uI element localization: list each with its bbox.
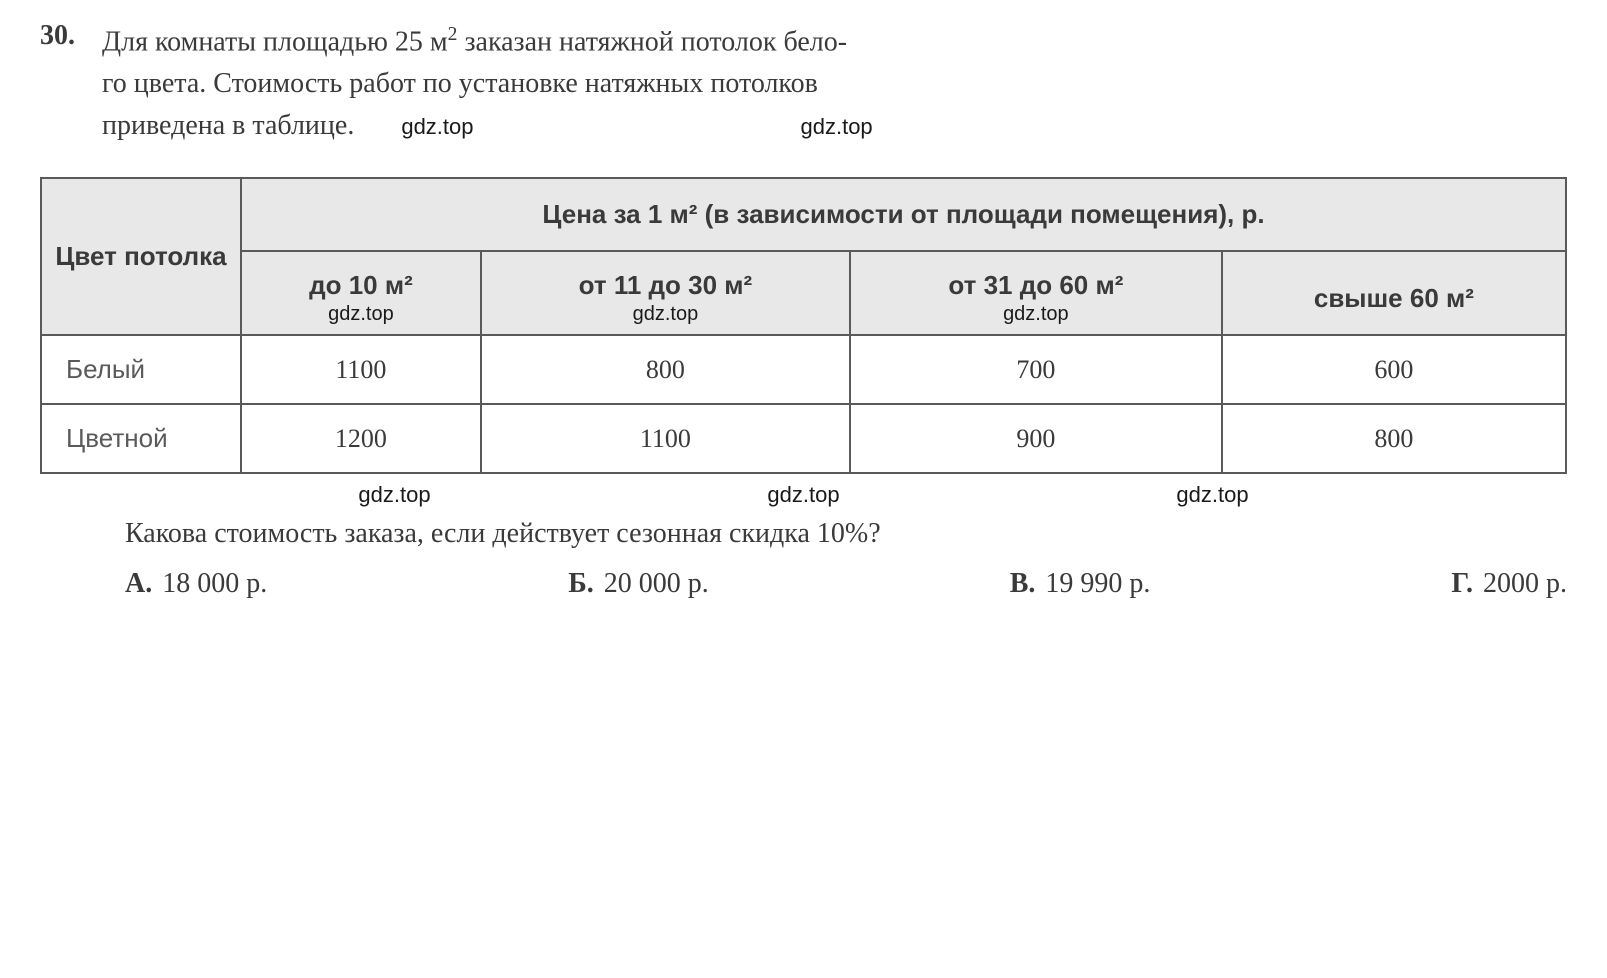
table-range-header: свыше 60 м² <box>1222 251 1566 335</box>
problem-line1-part2: заказан натяжной потолок бело- <box>457 26 847 57</box>
problem-text: Для комнаты площадью 25 м2 заказан натяж… <box>102 20 873 147</box>
problem-line1-part1: Для комнаты площадью 25 м <box>102 26 448 57</box>
watermark-text: gdz.top <box>1176 482 1248 508</box>
answer-letter: А. <box>125 568 152 600</box>
answers-row: А. 18 000 р. Б. 20 000 р. В. 19 990 р. Г… <box>125 568 1567 600</box>
row-label: Цветной <box>41 404 241 473</box>
watermark-text: gdz.top <box>767 482 839 508</box>
price-cell: 900 <box>850 404 1222 473</box>
price-cell: 800 <box>1222 404 1566 473</box>
answer-letter: Г. <box>1451 568 1473 600</box>
price-cell: 1100 <box>481 404 850 473</box>
table-row: Цветной 1200 1100 900 800 <box>41 404 1566 473</box>
answer-value: 2000 р. <box>1483 568 1567 600</box>
watermark-text: gdz.top <box>254 303 468 326</box>
row-label: Белый <box>41 335 241 404</box>
problem-line2: го цвета. Стоимость работ по установке н… <box>102 68 818 99</box>
table-header-price: Цена за 1 м² (в зависимости от площади п… <box>241 178 1566 251</box>
table-header-color: Цвет потолка <box>41 178 241 335</box>
table-row: Белый 1100 800 700 600 <box>41 335 1566 404</box>
watermark-text: gdz.top <box>358 482 430 508</box>
table-range-header: от 11 до 30 м² gdz.top <box>481 251 850 335</box>
range-label: от 31 до 60 м² <box>863 270 1209 301</box>
range-label: от 11 до 30 м² <box>494 270 837 301</box>
answer-option: Г. 2000 р. <box>1451 568 1567 600</box>
watermark-text: gdz.top <box>401 110 473 143</box>
answer-value: 18 000 р. <box>162 568 267 600</box>
price-table: Цвет потолка Цена за 1 м² (в зависимости… <box>40 177 1567 474</box>
price-cell: 700 <box>850 335 1222 404</box>
watermark-row: gdz.top gdz.top gdz.top <box>40 482 1567 508</box>
question-text: Какова стоимость заказа, если действует … <box>125 518 1567 550</box>
watermark-text: gdz.top <box>494 303 837 326</box>
problem-header: 30. Для комнаты площадью 25 м2 заказан н… <box>40 20 1567 147</box>
problem-line3: приведена в таблице. <box>102 110 354 141</box>
price-cell: 600 <box>1222 335 1566 404</box>
price-cell: 800 <box>481 335 850 404</box>
answer-option: А. 18 000 р. <box>125 568 267 600</box>
range-label: до 10 м² <box>254 270 468 301</box>
price-cell: 1100 <box>241 335 481 404</box>
answer-option: В. 19 990 р. <box>1010 568 1151 600</box>
answer-value: 19 990 р. <box>1045 568 1150 600</box>
problem-sup: 2 <box>448 24 458 45</box>
table-range-header: от 31 до 60 м² gdz.top <box>850 251 1222 335</box>
watermark-text: gdz.top <box>801 110 873 143</box>
range-label: свыше 60 м² <box>1235 283 1553 314</box>
answer-value: 20 000 р. <box>604 568 709 600</box>
answer-letter: В. <box>1010 568 1036 600</box>
table-range-header: до 10 м² gdz.top <box>241 251 481 335</box>
answer-option: Б. 20 000 р. <box>568 568 709 600</box>
problem-number: 30. <box>40 20 90 52</box>
price-cell: 1200 <box>241 404 481 473</box>
answer-letter: Б. <box>568 568 594 600</box>
watermark-text: gdz.top <box>863 303 1209 326</box>
